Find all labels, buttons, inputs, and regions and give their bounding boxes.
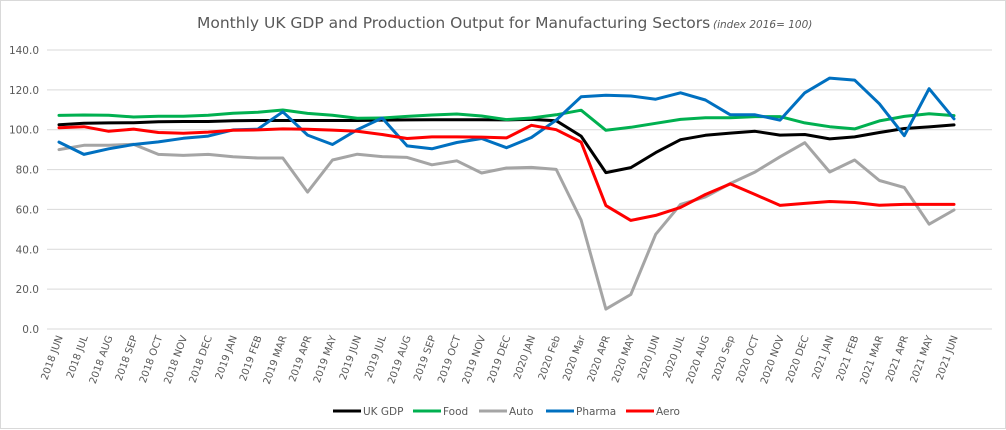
x-tick-label: 2019 APR bbox=[288, 334, 315, 383]
x-tick-label: 2019 NOV bbox=[461, 334, 489, 386]
x-tick-label: 2021 JAN bbox=[811, 334, 837, 381]
legend-label: Food bbox=[443, 406, 468, 418]
legend-label: Auto bbox=[509, 406, 533, 418]
x-tick-label: 2019 OCT bbox=[436, 333, 464, 384]
gridlines bbox=[47, 49, 992, 330]
x-tick-label: 2018 SEP bbox=[114, 334, 141, 382]
x-tick-label: 2020 Feb bbox=[537, 334, 563, 381]
y-tick-label: 80.0 bbox=[16, 165, 39, 177]
y-tick-label: 60.0 bbox=[16, 204, 39, 216]
x-tick-label: 2020 JUN bbox=[636, 334, 662, 381]
x-tick-label: 2019 DEC bbox=[486, 334, 513, 384]
series-line-uk-gdp bbox=[57, 117, 956, 175]
x-tick-label: 2018 NOV bbox=[162, 334, 190, 386]
series-line-auto bbox=[57, 141, 956, 311]
x-tick-label: 2020 Mar bbox=[561, 333, 588, 382]
x-tick-label: 2018 OCT bbox=[138, 333, 166, 384]
x-tick-label: 2021 JUN bbox=[935, 334, 961, 381]
legend-label: UK GDP bbox=[363, 406, 403, 418]
x-tick-label: 2019 JUL bbox=[363, 334, 389, 380]
x-tick-label: 2020 DEC bbox=[784, 334, 811, 384]
x-tick-label: 2019 FEB bbox=[238, 334, 265, 383]
x-tick-label: 2020 MAY bbox=[610, 333, 638, 384]
y-tick-label: 140.0 bbox=[9, 45, 39, 57]
x-tick-label: 2018 JUN bbox=[40, 334, 66, 381]
x-tick-label: 2019 JUN bbox=[338, 334, 364, 381]
x-tick-label: 2018 AUG bbox=[88, 334, 116, 385]
x-tick-label: 2018 JUL bbox=[65, 334, 91, 380]
y-tick-label: 40.0 bbox=[16, 244, 39, 256]
chart-title: Monthly UK GDP and Production Output for… bbox=[197, 14, 710, 32]
series-lines bbox=[57, 76, 956, 311]
x-tick-label: 2020 APR bbox=[586, 334, 613, 383]
legend: UK GDP Food Auto Pharma Aero bbox=[333, 406, 680, 418]
x-tick-label: 2020 JAN bbox=[512, 334, 538, 381]
x-tick-label: 2020 JUL bbox=[662, 334, 688, 380]
x-tick-label: 2019 MAR bbox=[262, 334, 290, 386]
x-tick-label: 2021 APR bbox=[884, 334, 911, 383]
x-tick-label: 2020 OCT bbox=[735, 333, 763, 384]
x-tick-label: 2019 JAN bbox=[214, 334, 240, 381]
y-axis-ticks: 0.0 20.0 40.0 60.0 80.0 100.0 120.0 140.0 bbox=[9, 45, 39, 336]
x-tick-label: 2018 DEC bbox=[188, 334, 215, 384]
y-tick-label: 20.0 bbox=[16, 284, 39, 296]
series-line-food bbox=[57, 108, 956, 132]
x-tick-label: 2021 FEB bbox=[835, 334, 862, 383]
x-tick-label: 2020 AUG bbox=[685, 334, 713, 385]
x-tick-label: 2020 NOV bbox=[759, 334, 787, 386]
legend-label: Aero bbox=[656, 406, 680, 418]
x-tick-label: 2019 SEP bbox=[412, 334, 439, 382]
y-tick-label: 120.0 bbox=[9, 85, 39, 97]
x-tick-label: 2019 AUG bbox=[386, 334, 414, 385]
legend-label: Pharma bbox=[576, 406, 616, 418]
series-line-pharma bbox=[57, 76, 956, 156]
chart-subtitle: (index 2016= 100) bbox=[713, 19, 812, 31]
x-tick-label: 2019 MAY bbox=[312, 333, 340, 384]
x-tick-label: 2021 MAY bbox=[909, 333, 937, 384]
y-tick-label: 0.0 bbox=[22, 324, 39, 336]
series-line-aero bbox=[57, 123, 956, 222]
y-tick-label: 100.0 bbox=[9, 125, 39, 137]
x-tick-label: 2021 MAR bbox=[858, 334, 886, 386]
x-tick-label: 2020 Sep bbox=[710, 334, 737, 382]
